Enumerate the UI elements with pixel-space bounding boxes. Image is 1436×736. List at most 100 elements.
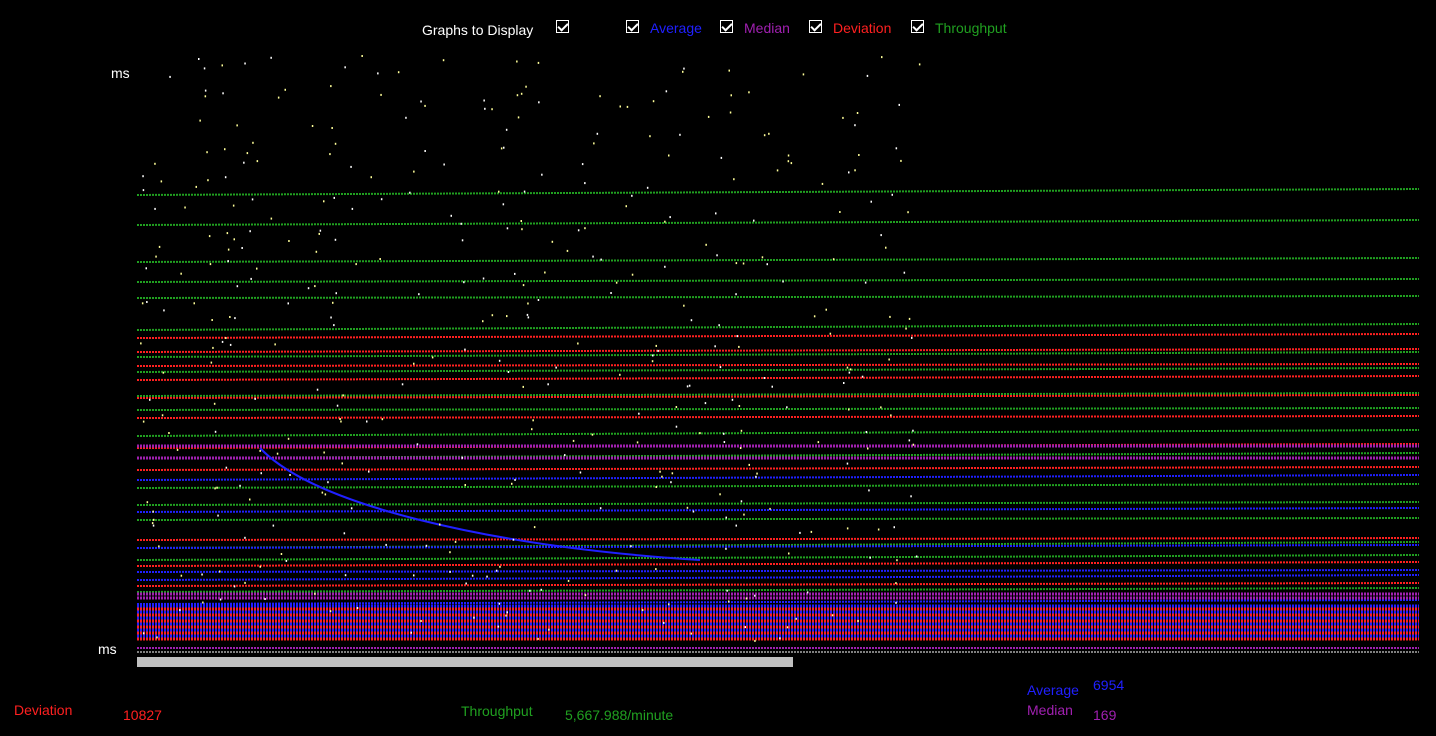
- sample-point: [224, 176, 227, 179]
- sample-point: [484, 107, 486, 110]
- sample-point: [236, 285, 239, 288]
- sample-point: [790, 162, 793, 165]
- sample-point: [768, 132, 770, 135]
- sample-point: [351, 207, 354, 210]
- deviation-trace: [136, 561, 1420, 567]
- sample-point: [856, 112, 859, 114]
- sample-point: [725, 547, 727, 550]
- average-trace: [136, 599, 1420, 605]
- sample-point: [142, 632, 145, 635]
- throughput-trace: [136, 295, 1420, 299]
- sample-point: [782, 280, 784, 283]
- median-checkbox[interactable]: [720, 20, 733, 33]
- average-trace: [136, 474, 1420, 481]
- sample-point: [246, 152, 249, 155]
- sample-point: [184, 206, 186, 209]
- average-trace: [136, 569, 1420, 573]
- sample-point: [848, 408, 850, 411]
- sample-point: [454, 540, 457, 543]
- horizontal-scrollbar[interactable]: [137, 657, 793, 667]
- sample-point: [591, 433, 594, 436]
- sample-point: [880, 406, 882, 409]
- sample-point: [593, 142, 595, 145]
- sample-point: [864, 281, 867, 284]
- sample-point: [526, 313, 529, 316]
- sample-point: [744, 626, 746, 629]
- sample-point: [631, 273, 634, 276]
- sample-point: [531, 428, 533, 431]
- sample-point: [498, 359, 501, 362]
- sample-point: [652, 354, 654, 357]
- sample-point: [619, 373, 621, 376]
- sample-point: [249, 498, 251, 501]
- sample-point: [692, 510, 695, 513]
- sample-point: [742, 262, 745, 265]
- sample-point: [596, 132, 599, 135]
- all-graphs-checkbox[interactable]: [556, 20, 569, 33]
- sample-point: [729, 111, 732, 114]
- sample-point: [287, 437, 290, 440]
- sample-point: [379, 258, 381, 260]
- sample-point: [221, 340, 224, 343]
- sample-point: [329, 153, 331, 156]
- sample-point: [206, 151, 208, 154]
- sample-point: [854, 124, 856, 127]
- sample-point: [896, 559, 898, 562]
- sample-point: [307, 287, 310, 290]
- sample-point: [161, 414, 164, 417]
- sample-point: [385, 543, 387, 546]
- sample-point: [332, 301, 334, 304]
- sample-point: [584, 182, 586, 185]
- sample-point: [491, 314, 494, 317]
- sample-point: [719, 493, 721, 496]
- sample-point: [690, 632, 692, 635]
- sample-point: [748, 91, 750, 94]
- sample-point: [239, 484, 241, 487]
- sample-point: [179, 609, 181, 612]
- throughput-trace: [136, 367, 1420, 373]
- throughput-stat-label: Throughput: [461, 703, 533, 719]
- sample-point: [327, 481, 329, 484]
- sample-point: [397, 71, 400, 74]
- sample-point: [214, 487, 216, 490]
- sample-point: [499, 565, 501, 568]
- sample-point: [274, 343, 276, 346]
- sample-point: [761, 256, 764, 259]
- sample-point: [682, 70, 684, 73]
- sample-point: [146, 301, 148, 303]
- sample-point: [786, 406, 788, 409]
- sample-point: [720, 156, 723, 159]
- deviation-checkbox[interactable]: [809, 20, 822, 33]
- sample-point: [532, 419, 534, 422]
- sample-point: [625, 205, 627, 208]
- sample-point: [464, 348, 466, 351]
- sample-point: [202, 601, 204, 604]
- sample-point: [204, 95, 207, 98]
- sample-point: [482, 320, 484, 323]
- sample-point: [195, 185, 197, 188]
- throughput-trace: [136, 219, 1420, 226]
- sample-point: [867, 447, 869, 450]
- sample-point: [342, 394, 344, 397]
- sample-point: [832, 258, 835, 261]
- sample-point: [142, 175, 144, 178]
- sample-point: [716, 254, 718, 257]
- sample-point: [538, 101, 540, 104]
- throughput-checkbox[interactable]: [911, 20, 924, 33]
- sample-point: [668, 603, 670, 606]
- sample-point: [289, 474, 291, 476]
- deviation-stat-value: 10827: [123, 707, 162, 723]
- sample-point: [655, 344, 657, 347]
- sample-point: [514, 272, 516, 275]
- sample-point: [336, 404, 339, 407]
- sample-point: [735, 524, 737, 527]
- average-checkbox[interactable]: [626, 20, 639, 33]
- sample-point: [405, 116, 407, 119]
- sample-point: [776, 169, 779, 172]
- sample-point: [500, 147, 503, 150]
- sample-point: [285, 559, 288, 562]
- sample-point: [686, 506, 689, 509]
- sample-point: [516, 60, 518, 63]
- sample-point: [527, 316, 530, 319]
- sample-point: [537, 637, 539, 640]
